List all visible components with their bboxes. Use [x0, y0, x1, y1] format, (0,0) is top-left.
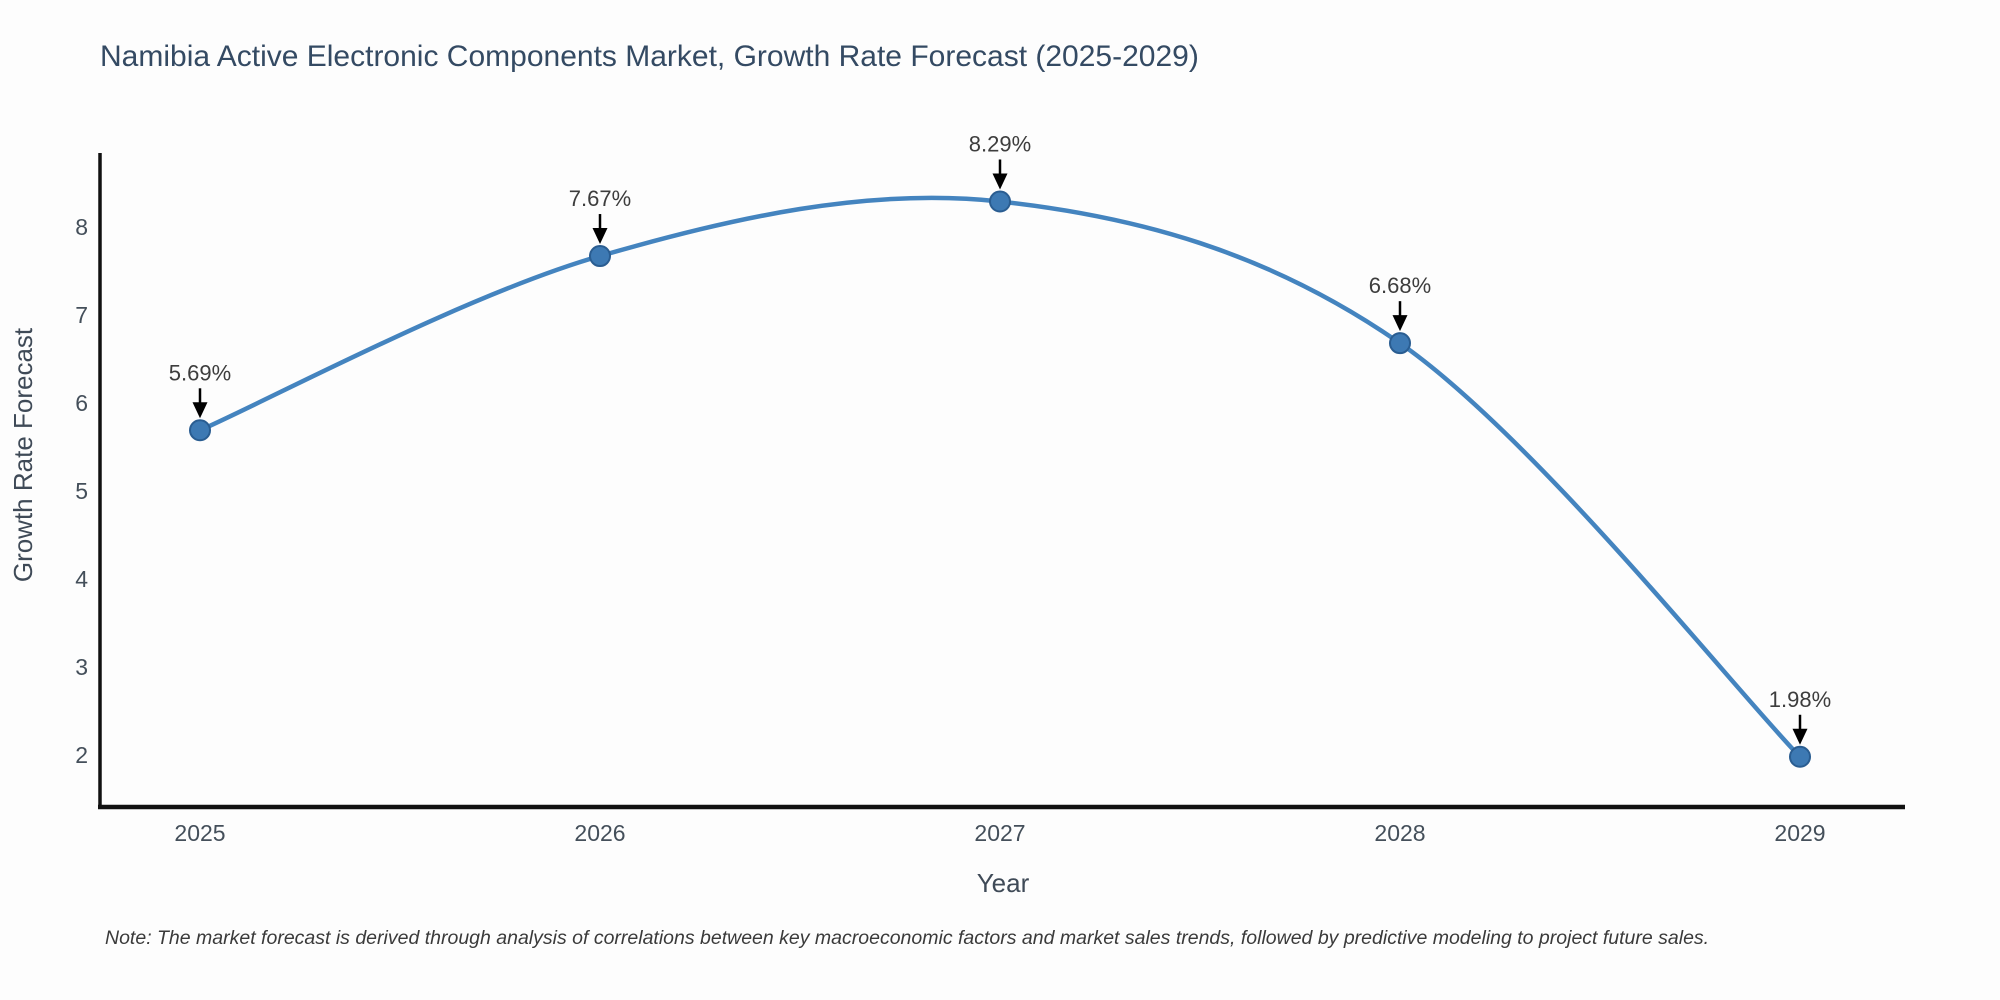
- x-tick-label: 2029: [1774, 820, 1825, 846]
- data-point-marker[interactable]: [189, 419, 211, 442]
- x-tick-label: 2025: [174, 820, 225, 846]
- x-tick-label: 2026: [574, 820, 625, 846]
- y-tick-label: 5: [75, 478, 88, 504]
- data-point-label: 1.98%: [1769, 687, 1831, 712]
- footnote: Note: The market forecast is derived thr…: [105, 927, 1709, 949]
- data-point-marker[interactable]: [1789, 745, 1811, 768]
- y-tick-label: 4: [75, 566, 88, 592]
- plot-area: 2 3 4 5 6 7 8 2025 2026 2027 2028 2029 5.69% 7.67% 8.2…: [75, 131, 1905, 846]
- x-tick-label: 2027: [974, 820, 1025, 846]
- y-tick-label: 6: [75, 390, 88, 416]
- data-point-label: 6.68%: [1369, 273, 1431, 298]
- data-point-label: 5.69%: [169, 360, 231, 385]
- annotation-arrowhead-icon: [192, 402, 208, 419]
- data-point-marker[interactable]: [589, 245, 611, 268]
- data-point-label: 7.67%: [569, 186, 631, 211]
- annotation-arrowhead-icon: [992, 173, 1008, 190]
- y-axis-title: Growth Rate Forecast: [8, 327, 38, 582]
- data-point-label: 8.29%: [969, 131, 1031, 156]
- annotation-arrowhead-icon: [1392, 315, 1408, 332]
- y-tick-label: 3: [75, 654, 88, 680]
- y-tick-label: 8: [75, 214, 88, 240]
- data-point-marker[interactable]: [1389, 332, 1411, 355]
- annotation-arrowhead-icon: [592, 228, 608, 245]
- forecast-spline-line: [197, 195, 1803, 760]
- data-point-marker[interactable]: [989, 190, 1011, 213]
- annotation-arrowhead-icon: [1792, 728, 1808, 745]
- chart-title: Namibia Active Electronic Components Mar…: [100, 40, 1199, 73]
- x-tick-label: 2028: [1374, 820, 1425, 846]
- y-tick-label: 7: [75, 302, 88, 328]
- x-axis-title: Year: [977, 868, 1030, 898]
- y-tick-label: 2: [75, 742, 88, 768]
